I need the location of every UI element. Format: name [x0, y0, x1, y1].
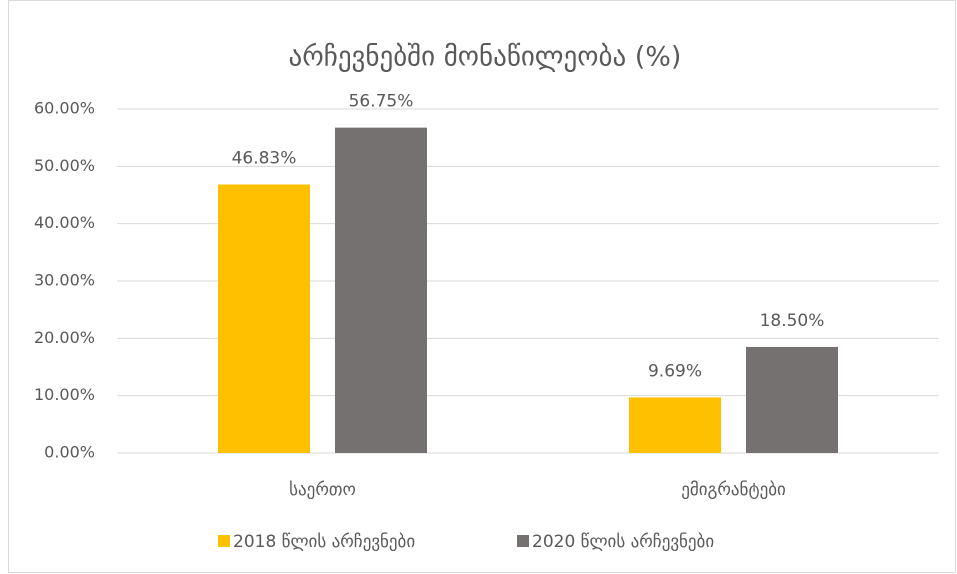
data-label: 18.50% — [760, 311, 825, 331]
legend-swatch — [517, 535, 529, 547]
bar — [629, 397, 721, 453]
legend-label: 2018 წლის არჩევნები — [233, 532, 415, 552]
x-tick-label: საერთო — [289, 480, 356, 500]
y-tick-label: 50.00% — [34, 156, 95, 175]
legend-label: 2020 წლის არჩევნები — [532, 532, 714, 552]
y-tick-label: 0.00% — [44, 443, 95, 462]
x-tick-label: ემიგრანტები — [681, 480, 786, 500]
y-tick-label: 30.00% — [34, 271, 95, 290]
bar — [746, 346, 838, 453]
bar — [335, 127, 427, 453]
data-label: 56.75% — [349, 92, 414, 112]
y-tick-label: 60.00% — [34, 99, 95, 118]
data-label: 46.83% — [232, 149, 297, 169]
chart-title: არჩევნებში მონაწილეობა (%) — [289, 42, 682, 73]
legend-swatch — [218, 535, 230, 547]
bar — [218, 184, 310, 453]
data-label: 9.69% — [648, 361, 702, 381]
y-tick-label: 40.00% — [34, 213, 95, 232]
y-tick-label: 10.00% — [34, 385, 95, 404]
chart-border — [8, 0, 956, 573]
y-tick-label: 20.00% — [34, 328, 95, 347]
